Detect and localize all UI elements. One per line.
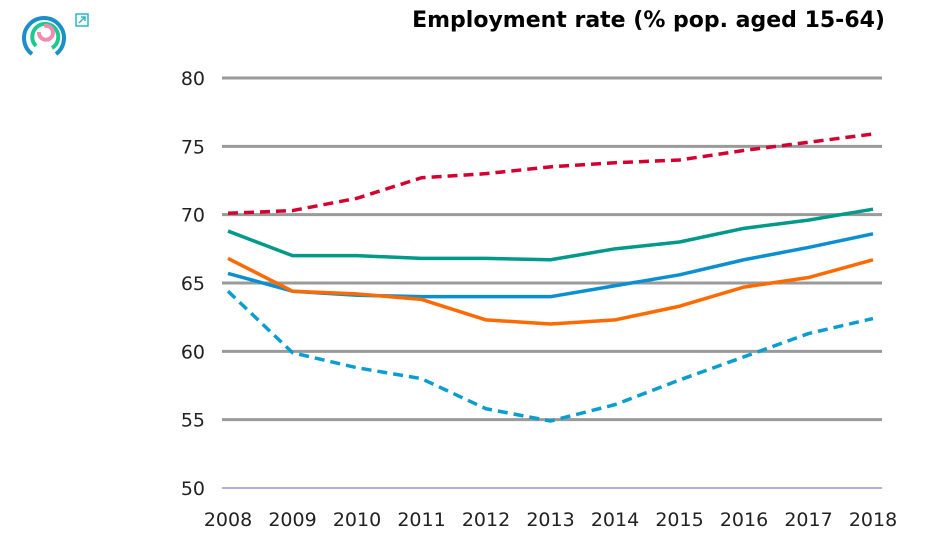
x-tick-label: 2018 (849, 509, 897, 531)
x-tick-label: 2010 (333, 509, 381, 531)
series-line-3 (227, 256, 874, 326)
series-line-2 (227, 232, 874, 299)
logo-icon (22, 16, 66, 56)
x-tick-label: 2017 (784, 509, 832, 531)
y-tick-label: 75 (181, 136, 205, 158)
x-tick-label: 2015 (655, 509, 703, 531)
y-tick-label: 70 (181, 205, 205, 227)
y-tick-label: 55 (181, 410, 205, 432)
y-tick-label: 60 (181, 341, 205, 363)
external-link-icon[interactable] (75, 13, 89, 27)
x-tick-label: 2011 (397, 509, 445, 531)
y-tick-label: 50 (181, 478, 205, 500)
x-tick-label: 2009 (268, 509, 316, 531)
chart-title: Employment rate (% pop. aged 15-64) (412, 8, 885, 33)
x-tick-label: 2014 (591, 509, 639, 531)
x-tick-label: 2013 (526, 509, 574, 531)
x-tick-label: 2012 (462, 509, 510, 531)
y-tick-label: 65 (181, 273, 205, 295)
x-tick-label: 2016 (720, 509, 768, 531)
series-line-4 (226, 289, 874, 423)
y-tick-label: 80 (181, 68, 205, 90)
x-tick-label: 2008 (204, 509, 252, 531)
